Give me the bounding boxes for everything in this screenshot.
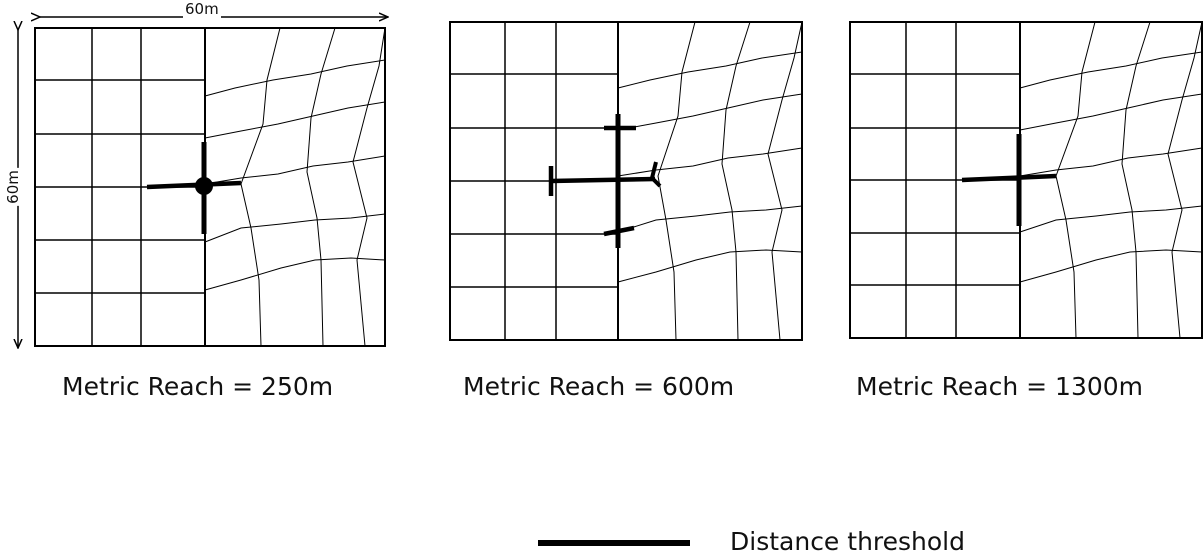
panel-1-grid [34,27,386,347]
panel-2-caption: Metric Reach = 600m [463,372,735,401]
panel-1-threshold [146,142,242,234]
height-dimension-label: 60m [3,168,22,206]
panel-3-grid [849,21,1203,339]
legend-label: Distance threshold [730,527,965,556]
width-dimension-label: 60m [183,0,221,18]
panel-3-threshold [961,134,1057,226]
panel-1-caption: Metric Reach = 250m [62,372,334,401]
panel-3-caption: Metric Reach = 1300m [856,372,1144,401]
panel-2-threshold [548,114,662,248]
